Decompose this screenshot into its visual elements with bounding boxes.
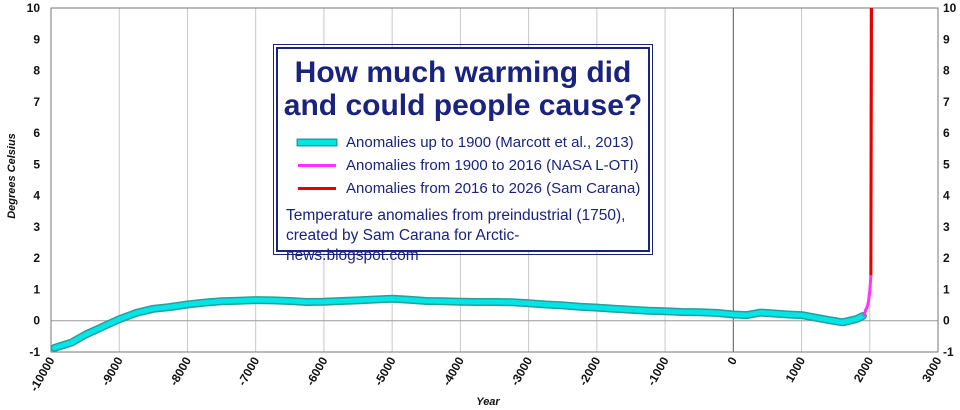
legend-label-carana: Anomalies from 2016 to 2026 (Sam Carana) bbox=[346, 179, 641, 197]
x-tick-label: 0 bbox=[724, 354, 740, 367]
x-tick-label: 1000 bbox=[783, 354, 809, 384]
x-tick-label: -10000 bbox=[27, 354, 58, 394]
y-tick-labels-left: -1 0 1 2 3 4 5 6 7 8 9 10 bbox=[27, 1, 41, 359]
y-tick-label-right: 6 bbox=[943, 126, 950, 140]
y-tick-label-left: 3 bbox=[33, 220, 40, 234]
y-tick-label-right: 10 bbox=[943, 1, 957, 15]
x-tick-label: -2000 bbox=[576, 354, 604, 388]
x-tick-labels: -10000 -9000 -8000 -7000 -6000 -5000 -4000 -300… bbox=[27, 354, 945, 394]
y-tick-labels-right: -1 0 1 2 3 4 5 6 7 8 9 10 bbox=[943, 1, 957, 359]
x-tick-label: 2000 bbox=[851, 354, 877, 384]
y-tick-label-left: 0 bbox=[33, 314, 40, 328]
legend-label-nasa: Anomalies from 1900 to 2016 (NASA L-OTI) bbox=[346, 156, 639, 174]
y-tick-label-left: 7 bbox=[33, 95, 40, 109]
legend-swatch-cyan bbox=[298, 139, 336, 145]
x-axis-title: Year bbox=[476, 396, 500, 408]
y-tick-label-right: 3 bbox=[943, 220, 950, 234]
legend-item-carana: Anomalies from 2016 to 2026 (Sam Carana) bbox=[298, 178, 640, 198]
legend-label-marcott: Anomalies up to 1900 (Marcott et al., 20… bbox=[346, 133, 634, 151]
x-tick-label: -8000 bbox=[167, 354, 195, 388]
chart-title: How much warming did and could people ca… bbox=[283, 56, 643, 122]
legend-item-nasa: Anomalies from 1900 to 2016 (NASA L-OTI) bbox=[298, 155, 639, 175]
x-tick-label: -1000 bbox=[644, 354, 672, 388]
y-tick-label-right: -1 bbox=[943, 345, 954, 359]
y-tick-label-left: -1 bbox=[29, 345, 40, 359]
x-tick-label: -9000 bbox=[98, 354, 126, 388]
y-tick-label-right: 9 bbox=[943, 32, 950, 46]
series-carana-line bbox=[869, 7, 873, 276]
legend-box: How much warming did and could people ca… bbox=[273, 44, 653, 264]
x-tick-label: -3000 bbox=[508, 354, 536, 388]
y-tick-label-left: 4 bbox=[33, 189, 40, 203]
y-tick-label-left: 5 bbox=[33, 157, 40, 171]
y-tick-label-left: 6 bbox=[33, 126, 40, 140]
x-tick-label: -4000 bbox=[440, 354, 468, 388]
y-tick-label-right: 0 bbox=[943, 314, 950, 328]
legend-item-marcott: Anomalies up to 1900 (Marcott et al., 20… bbox=[298, 132, 634, 152]
x-tick-label: -5000 bbox=[371, 354, 399, 388]
y-tick-label-right: 5 bbox=[943, 157, 950, 171]
annotation-text: Temperature anomalies from preindustrial… bbox=[286, 207, 626, 264]
series-marcott-line bbox=[51, 296, 866, 351]
axes bbox=[50, 7, 939, 353]
y-tick-label-left: 2 bbox=[33, 251, 40, 265]
y-tick-label-right: 2 bbox=[943, 251, 950, 265]
chart-annotation: Temperature anomalies from preindustrial… bbox=[286, 206, 648, 266]
x-tick-label: 3000 bbox=[919, 354, 945, 384]
series-nasa-line bbox=[861, 275, 873, 318]
y-tick-label-right: 1 bbox=[943, 282, 950, 296]
x-tick-label: -7000 bbox=[235, 354, 263, 388]
legend-swatch-magenta bbox=[298, 163, 336, 167]
x-tick-label: -6000 bbox=[303, 354, 331, 388]
y-tick-label-right: 4 bbox=[943, 189, 950, 203]
y-axis-title: Degrees Celsius bbox=[6, 133, 18, 219]
y-tick-label-right: 7 bbox=[943, 95, 950, 109]
y-tick-label-left: 10 bbox=[27, 1, 41, 15]
y-tick-label-left: 9 bbox=[33, 32, 40, 46]
y-tick-label-left: 8 bbox=[33, 64, 40, 78]
y-tick-label-left: 1 bbox=[33, 282, 40, 296]
plot-frame bbox=[50, 7, 939, 353]
legend-swatch-red bbox=[298, 186, 336, 190]
y-tick-label-right: 8 bbox=[943, 64, 950, 78]
series-lines bbox=[50, 7, 873, 352]
